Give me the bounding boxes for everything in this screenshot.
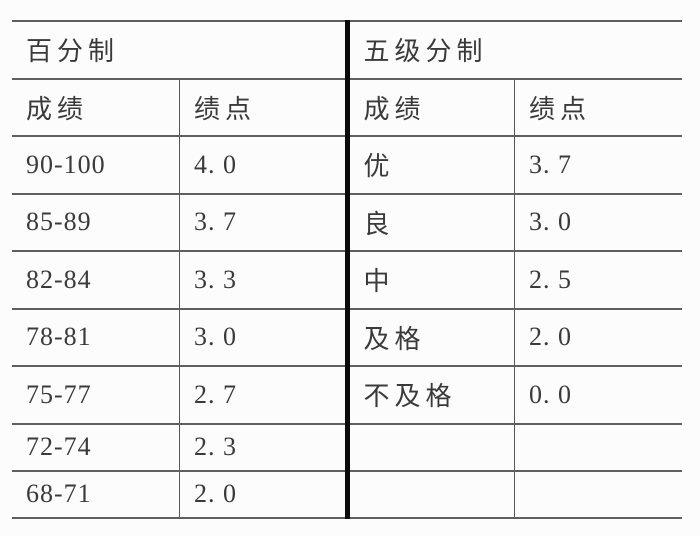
table-row: 78-81 3. 0 及格 2. 0 <box>12 307 682 367</box>
grade-conversion-table: 百分制 五级分制 成绩 绩点 成绩 绩点 90-100 4. 0 优 3. 7 … <box>12 20 682 520</box>
table-row: 82-84 3. 3 中 2. 5 <box>12 250 682 309</box>
cell-five-level-score-empty <box>344 469 515 520</box>
cell-five-level-score-empty <box>344 422 515 471</box>
cell-percent-score: 72-74 <box>12 422 180 471</box>
cell-percent-gpa: 2. 0 <box>179 469 347 520</box>
cell-five-level-score: 及格 <box>344 307 515 367</box>
section-title-percent-scale: 百分制 <box>12 20 347 79</box>
cell-five-level-score: 不及格 <box>344 365 515 424</box>
table-row: 75-77 2. 7 不及格 0. 0 <box>12 365 682 424</box>
cell-percent-gpa: 3. 7 <box>179 192 347 252</box>
table-row: 72-74 2. 3 <box>12 422 682 471</box>
cell-percent-score: 78-81 <box>12 307 180 367</box>
cell-percent-score: 82-84 <box>12 250 180 309</box>
cell-five-level-score: 良 <box>344 192 515 252</box>
cell-five-level-gpa: 0. 0 <box>514 365 682 424</box>
table-row: 90-100 4. 0 优 3. 7 <box>12 135 682 194</box>
column-header-percent-gpa: 绩点 <box>179 77 347 137</box>
cell-percent-score: 75-77 <box>12 365 180 424</box>
column-header-five-level-score: 成绩 <box>344 77 515 137</box>
cell-five-level-gpa-empty <box>514 422 682 471</box>
cell-five-level-score: 中 <box>344 250 515 309</box>
cell-percent-gpa: 3. 3 <box>179 250 347 309</box>
column-header-row: 成绩 绩点 成绩 绩点 <box>12 77 682 137</box>
cell-five-level-gpa-empty <box>514 469 682 520</box>
cell-five-level-score: 优 <box>344 135 515 194</box>
cell-percent-gpa: 3. 0 <box>179 307 347 367</box>
cell-percent-score: 68-71 <box>12 469 180 520</box>
cell-percent-score: 85-89 <box>12 192 180 252</box>
cell-five-level-gpa: 3. 7 <box>514 135 682 194</box>
column-header-five-level-gpa: 绩点 <box>514 77 682 137</box>
cell-percent-gpa: 4. 0 <box>179 135 347 194</box>
cell-percent-gpa: 2. 3 <box>179 422 347 471</box>
section-title-five-level-scale: 五级分制 <box>344 20 682 79</box>
table-row: 85-89 3. 7 良 3. 0 <box>12 192 682 252</box>
cell-percent-score: 90-100 <box>12 135 180 194</box>
cell-five-level-gpa: 2. 5 <box>514 250 682 309</box>
section-header-row: 百分制 五级分制 <box>12 20 682 79</box>
cell-five-level-gpa: 3. 0 <box>514 192 682 252</box>
column-header-percent-score: 成绩 <box>12 77 180 137</box>
cell-percent-gpa: 2. 7 <box>179 365 347 424</box>
cell-five-level-gpa: 2. 0 <box>514 307 682 367</box>
table-row: 68-71 2. 0 <box>12 469 682 520</box>
